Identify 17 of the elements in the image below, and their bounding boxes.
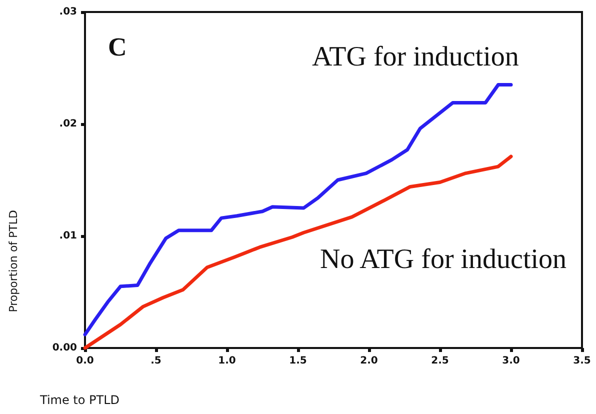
x-tick-label: 1.5	[289, 356, 307, 366]
x-tick-label: 1.0	[218, 356, 236, 366]
y-tick-label: .03	[59, 6, 78, 18]
x-tick-label: .5	[150, 356, 162, 366]
annotation: C	[108, 32, 127, 62]
y-tick-label: .01	[59, 230, 78, 242]
x-tick-label: 2.0	[360, 356, 378, 366]
x-tick-label: 3.5	[573, 356, 591, 366]
y-tick-label: .02	[59, 118, 78, 130]
y-axis-title: Proportion of PTLD	[7, 210, 20, 312]
x-axis-title: Time to PTLD	[39, 393, 120, 407]
x-tick-label: 0.0	[76, 356, 94, 366]
series-label: No ATG for induction	[320, 244, 567, 275]
x-tick-label: 3.0	[502, 356, 520, 366]
x-tick-label: 2.5	[431, 356, 449, 366]
series-label: ATG for induction	[312, 41, 519, 72]
y-tick-label: 0.00	[52, 342, 78, 354]
